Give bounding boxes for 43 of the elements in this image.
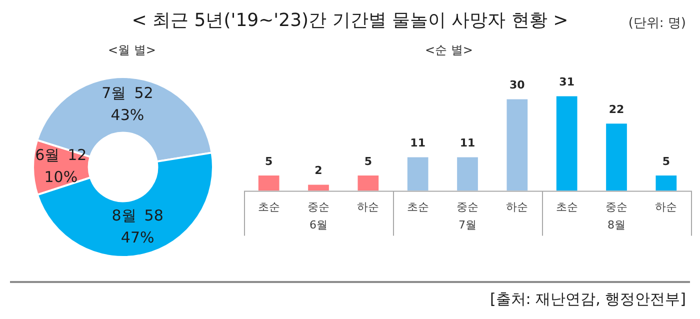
data-label: 11: [460, 136, 476, 150]
x-tick-label: 중순: [606, 200, 628, 214]
text: 43%: [110, 106, 144, 124]
data-label: 5: [265, 154, 273, 168]
data-label: 22: [608, 103, 624, 116]
x-tick-label: 초순: [556, 200, 578, 214]
data-label: 31: [559, 76, 574, 89]
slice-label: 6월: [35, 146, 60, 164]
bar: [506, 99, 528, 191]
bar: [606, 124, 627, 191]
data-label: 2: [314, 164, 322, 178]
x-tick-label: 하순: [655, 200, 678, 214]
x-tick-label: 초순: [406, 200, 429, 214]
text: [출처: 재난연감, 행정안전부]: [490, 290, 686, 309]
bar: [656, 176, 677, 191]
data-label: 11: [410, 136, 426, 150]
chart-title: <순 별>: [425, 42, 473, 59]
text: 10%: [44, 168, 78, 186]
x-tick-label: 중순: [308, 200, 330, 214]
slice-label: 7월: [102, 84, 126, 102]
text: 8월: [608, 218, 626, 232]
slice-label: 8월: [112, 206, 136, 224]
bar: [308, 184, 329, 191]
text: < 최근 5년('19~'23)간 기간별 물놀이 사망자 현황 >: [132, 10, 568, 31]
text: 7월: [458, 218, 476, 232]
x-tick-label: 하순: [506, 200, 528, 214]
bar: [258, 176, 280, 191]
x-tick-label: 중순: [456, 200, 478, 214]
bar: [358, 176, 379, 191]
data-label: 52: [134, 84, 154, 102]
data-label: 30: [510, 78, 526, 92]
data-label: 5: [364, 154, 372, 168]
data-label: 58: [144, 206, 164, 224]
bar: [407, 157, 428, 191]
x-tick-label: 하순: [357, 200, 380, 214]
text: 47%: [120, 228, 154, 246]
data-label: 5: [662, 154, 670, 168]
chart-subtitle: <월 별>: [108, 42, 156, 59]
bar: [457, 157, 478, 191]
x-tick-label: 초순: [258, 200, 280, 214]
text: 6월: [310, 218, 328, 232]
bar: [556, 96, 578, 191]
text: (단위: 명): [628, 15, 686, 32]
